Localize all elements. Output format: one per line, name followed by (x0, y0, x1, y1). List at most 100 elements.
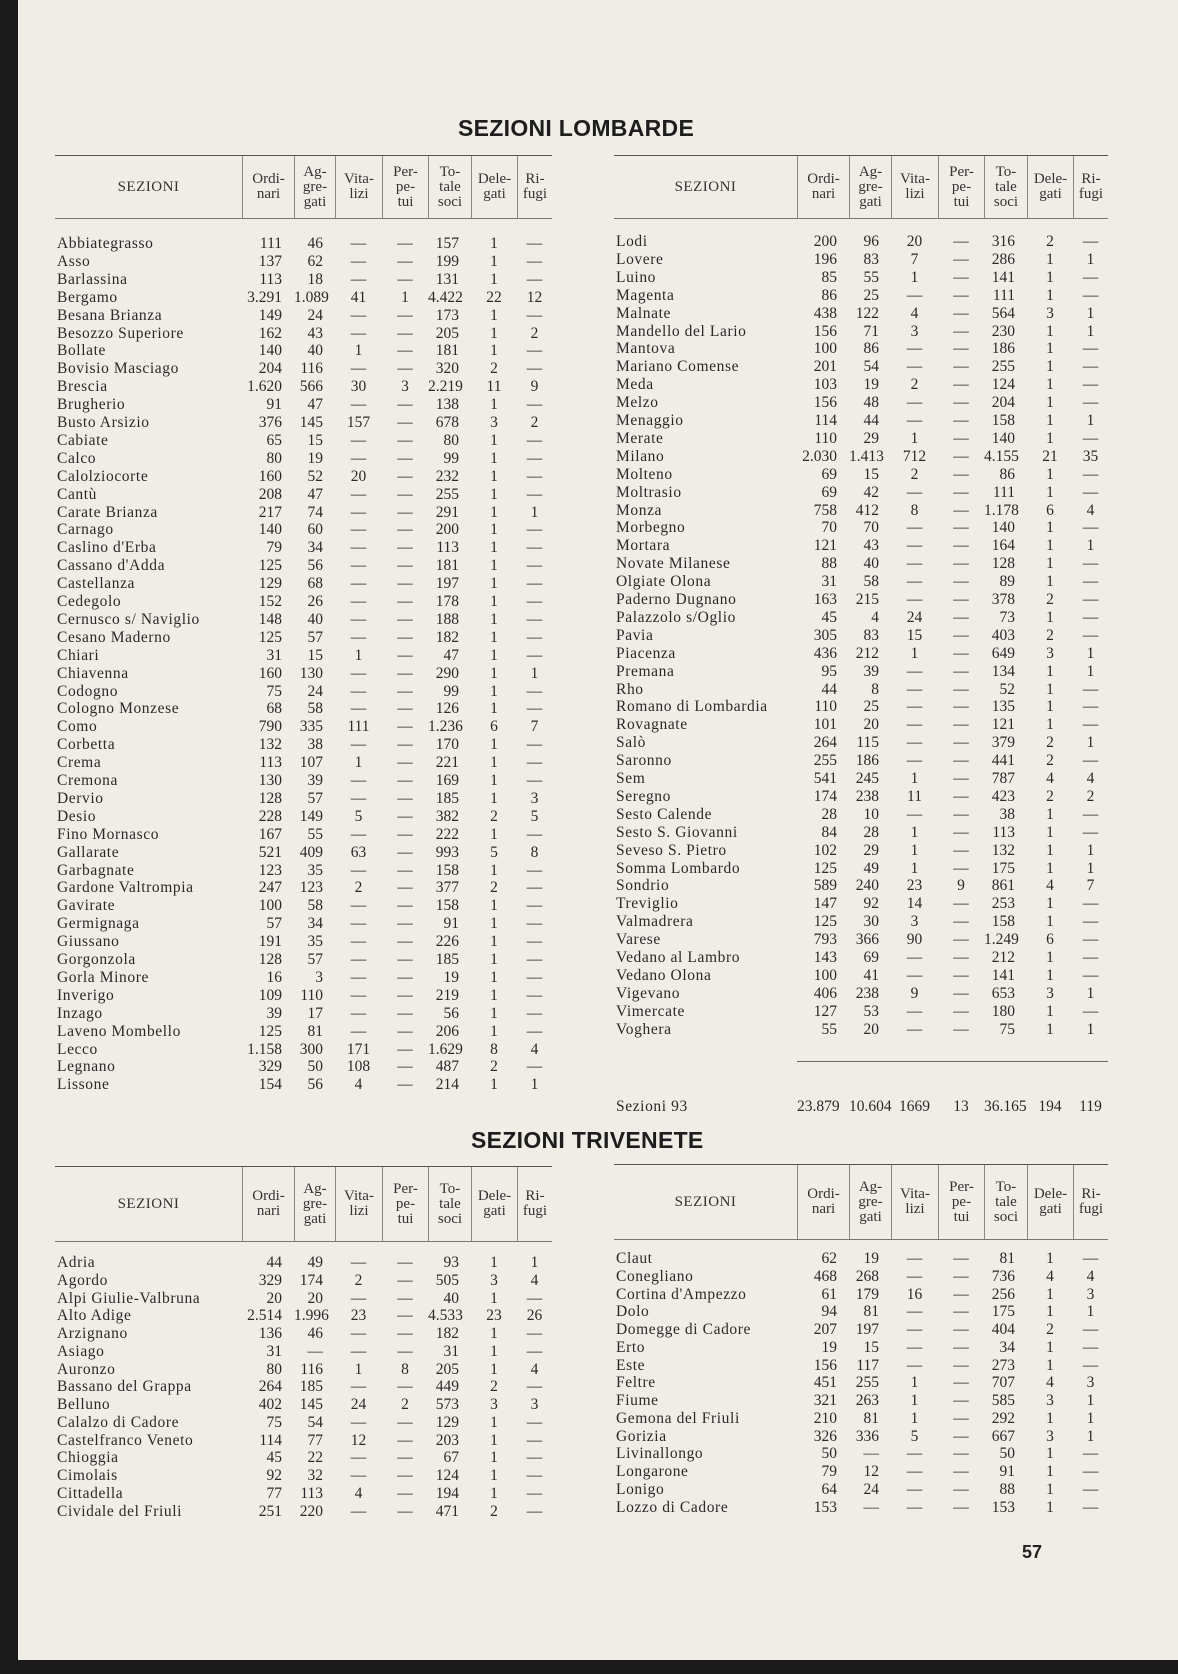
cell-vitalizi: 1 (910, 1409, 919, 1427)
cell-delegati: 1 (490, 467, 498, 485)
table-row: Lecco 1.158 300 171 — 1.629 8 4 (55, 1041, 552, 1059)
cell-delegati: 1 (1046, 340, 1054, 358)
cell-rifugi: — (526, 1058, 543, 1076)
cell-sezione: Auronzo (57, 1360, 116, 1378)
cell-aggregati: 29 (863, 429, 880, 447)
cell-perpetui: — (953, 823, 969, 841)
cell-totale-soci: 487 (435, 1058, 459, 1076)
cell-perpetui: — (397, 861, 413, 879)
cell-delegati: 1 (1046, 1409, 1054, 1427)
cell-aggregati: 35 (307, 861, 324, 879)
cell-sezione: Lozzo di Cadore (616, 1498, 729, 1516)
cell-aggregati: 123 (299, 879, 323, 897)
cell-delegati: 1 (1046, 1338, 1054, 1356)
cell-rifugi: 1 (530, 1254, 539, 1271)
table-row: Vimercate 127 53 — — 180 1 — (614, 1003, 1108, 1021)
cell-aggregati: 71 (863, 322, 880, 340)
cell-rifugi: — (1082, 555, 1099, 573)
cell-vitalizi: — (350, 252, 367, 270)
cell-totale-soci: 573 (435, 1396, 459, 1413)
table-row: Monza 758 412 8 — 1.178 6 4 (614, 502, 1108, 520)
cell-sezione: Gorgonzola (57, 951, 136, 968)
cell-vitalizi: 2 (910, 376, 919, 394)
cell-ordinari: 44 (821, 680, 838, 698)
table-row: Sesto Calende 28 10 — — 38 1 — (614, 806, 1108, 824)
cell-ordinari: 68 (266, 700, 283, 718)
table-row: Valmadrera 125 30 3 — 158 1 — (614, 913, 1108, 931)
cell-rifugi: 1 (1086, 734, 1095, 752)
cell-aggregati: 52 (307, 467, 324, 485)
cell-delegati: 1 (1046, 716, 1054, 734)
table-row: Salò 264 115 — — 379 2 1 (614, 734, 1108, 752)
cell-sezione: Varese (616, 931, 661, 949)
cell-ordinari: 125 (813, 913, 837, 931)
cell-perpetui: — (953, 698, 969, 716)
cell-sezione: Besozzo Superiore (57, 324, 184, 342)
cell-totale-soci: 181 (435, 557, 459, 575)
cell-aggregati: 24 (307, 682, 324, 700)
cell-sezione: Cesano Maderno (57, 628, 171, 646)
table-row: Germignaga 57 34 — — 91 1 — (55, 915, 552, 933)
cell-delegati: 2 (1046, 233, 1054, 250)
cell-sezione: Feltre (616, 1374, 656, 1392)
cell-totale-soci: 423 (991, 787, 1015, 805)
cell-delegati: 1 (1046, 537, 1054, 555)
cell-ordinari: 521 (258, 843, 282, 861)
cell-aggregati: 77 (307, 1431, 324, 1449)
cell-aggregati: 1.413 (849, 447, 884, 465)
table-row: Piacenza 436 212 1 — 649 3 1 (614, 645, 1108, 663)
cell-rifugi: 2 (530, 414, 539, 431)
cell-delegati: 1 (1046, 322, 1054, 340)
cell-rifugi: — (526, 628, 543, 646)
cell-vitalizi: 171 (346, 1040, 371, 1058)
cell-perpetui: — (397, 252, 413, 270)
cell-vitalizi: 3 (910, 322, 919, 340)
cell-perpetui: — (953, 895, 969, 913)
cell-totale-soci: 124 (991, 376, 1015, 394)
cell-ordinari: 140 (258, 342, 282, 360)
cell-rifugi: — (526, 539, 543, 557)
cell-perpetui: — (397, 718, 413, 736)
cell-sezione: Calco (57, 449, 97, 467)
cell-delegati: 6 (1046, 501, 1054, 519)
cell-delegati: 1 (1046, 268, 1054, 286)
cell-delegati: 1 (1046, 859, 1054, 877)
cell-delegati: 1 (490, 539, 498, 557)
cell-ordinari: 2.514 (247, 1307, 282, 1325)
cell-perpetui: — (397, 951, 413, 968)
cell-delegati: 1 (490, 968, 498, 986)
cell-perpetui: — (953, 233, 969, 250)
cell-ordinari: 147 (813, 895, 837, 913)
cell-ordinari: 208 (258, 485, 282, 503)
cell-sezione: Bassano del Grappa (57, 1378, 192, 1396)
cell-delegati: 1 (1046, 949, 1054, 966)
cell-vitalizi: 1 (354, 754, 363, 772)
cell-perpetui: — (397, 360, 413, 378)
cell-totale-soci: 197 (435, 575, 459, 593)
cell-ordinari: 110 (814, 429, 837, 447)
cell-ordinari: 127 (813, 1002, 837, 1020)
table-row: Lozzo di Cadore 153 — — — 153 1 — (614, 1499, 1108, 1517)
table-header: SEZIONI Ordi- nari Ag- gre- gati Vita- lizi… (614, 1164, 1108, 1240)
cell-sezione: Cividale del Friuli (57, 1502, 183, 1520)
cell-rifugi: — (1082, 716, 1099, 734)
cell-totale-soci: 170 (435, 736, 459, 754)
cell-ordinari: 468 (813, 1267, 837, 1285)
cell-ordinari: 160 (258, 467, 282, 485)
cell-totale-soci: 175 (991, 859, 1015, 877)
cell-delegati: 4 (1046, 770, 1054, 787)
cell-perpetui: — (953, 1463, 969, 1480)
cell-vitalizi: 1 (910, 841, 919, 859)
cell-perpetui: — (953, 644, 969, 662)
cell-totale-soci: 141 (991, 966, 1015, 984)
table-row: Melzo 156 48 — — 204 1 — (614, 394, 1108, 412)
cell-aggregati: 57 (307, 628, 324, 646)
cell-rifugi: — (1082, 626, 1099, 644)
cell-vitalizi: 1 (910, 1392, 919, 1409)
cell-aggregati: 10 (863, 805, 880, 823)
cell-totale-soci: 286 (991, 250, 1015, 268)
table-row: Treviglio 147 92 14 — 253 1 — (614, 895, 1108, 913)
cell-aggregati: 81 (863, 1409, 880, 1427)
cell-rifugi: — (1082, 1250, 1099, 1267)
table-row: Desio 228 149 5 — 382 2 5 (55, 808, 552, 826)
